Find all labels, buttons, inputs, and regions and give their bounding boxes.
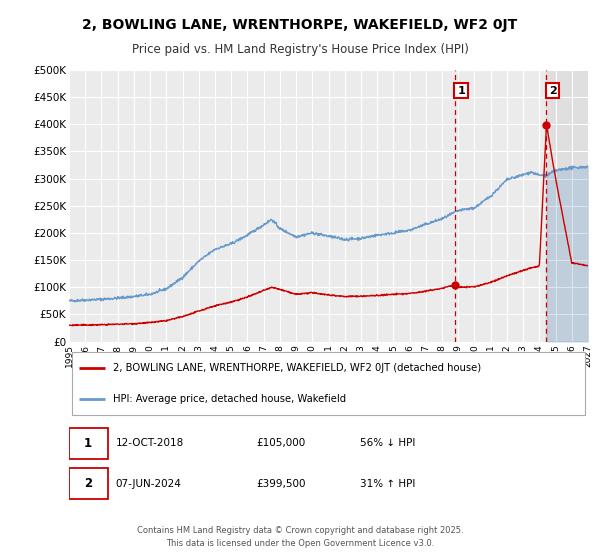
Bar — [547, 70, 588, 342]
Text: £399,500: £399,500 — [256, 479, 305, 489]
FancyBboxPatch shape — [71, 352, 586, 414]
Text: 12-OCT-2018: 12-OCT-2018 — [116, 438, 184, 448]
Text: 07-JUN-2024: 07-JUN-2024 — [116, 479, 182, 489]
Text: Contains HM Land Registry data © Crown copyright and database right 2025.
This d: Contains HM Land Registry data © Crown c… — [137, 526, 463, 548]
Text: 56% ↓ HPI: 56% ↓ HPI — [359, 438, 415, 448]
Text: 2: 2 — [549, 86, 557, 96]
Text: 1: 1 — [84, 437, 92, 450]
Text: 31% ↑ HPI: 31% ↑ HPI — [359, 479, 415, 489]
FancyBboxPatch shape — [69, 468, 108, 499]
Text: 2, BOWLING LANE, WRENTHORPE, WAKEFIELD, WF2 0JT (detached house): 2, BOWLING LANE, WRENTHORPE, WAKEFIELD, … — [113, 363, 481, 373]
Text: HPI: Average price, detached house, Wakefield: HPI: Average price, detached house, Wake… — [113, 394, 346, 404]
Text: 2: 2 — [84, 477, 92, 490]
Text: Price paid vs. HM Land Registry's House Price Index (HPI): Price paid vs. HM Land Registry's House … — [131, 43, 469, 56]
Text: 1: 1 — [457, 86, 465, 96]
Text: 2, BOWLING LANE, WRENTHORPE, WAKEFIELD, WF2 0JT: 2, BOWLING LANE, WRENTHORPE, WAKEFIELD, … — [82, 18, 518, 32]
FancyBboxPatch shape — [69, 428, 108, 459]
Text: £105,000: £105,000 — [256, 438, 305, 448]
